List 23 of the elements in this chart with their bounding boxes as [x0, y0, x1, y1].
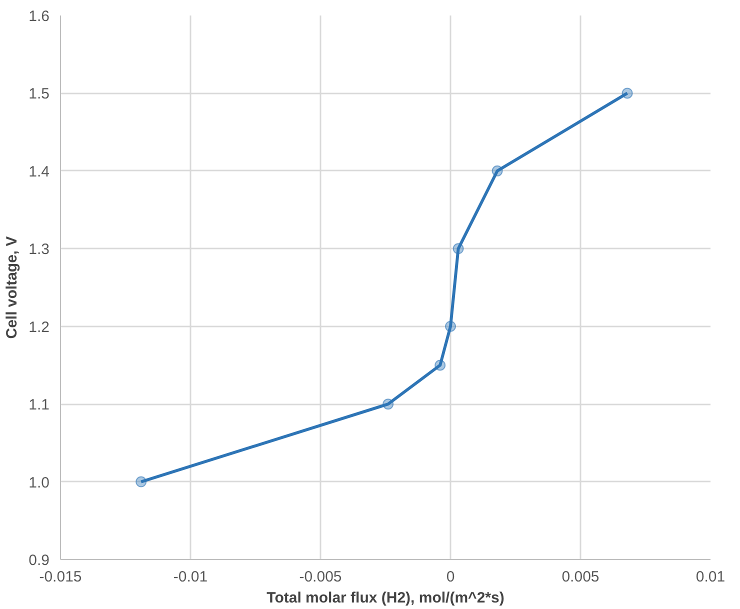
- x-tick-label: 0.01: [696, 568, 726, 586]
- y-tick-label: 1.3: [28, 241, 50, 258]
- y-tick-label: 0.9: [28, 552, 50, 569]
- x-tick-label: 0: [446, 568, 455, 586]
- x-tick-label: -0.005: [299, 568, 342, 586]
- point: [382, 398, 394, 410]
- point: [492, 165, 503, 176]
- y-axis-title: Cell voltage, V: [4, 236, 21, 339]
- y-tick-label: 1.1: [28, 396, 50, 414]
- point: [445, 320, 456, 332]
- x-axis-title: Total molar flux (H2), mol/(m^2*s): [266, 590, 504, 606]
- y-tick-label: 1.2: [28, 318, 50, 336]
- y-tick-label: 1.6: [28, 8, 50, 25]
- x-tick-label: -0.015: [39, 568, 82, 586]
- y-tick-label: 1.0: [28, 474, 50, 492]
- x-tick-label: 0.005: [562, 568, 600, 586]
- y-tick-label: 1.5: [28, 86, 50, 103]
- point: [622, 88, 633, 99]
- point: [136, 476, 147, 488]
- y-tick-label: 1.4: [28, 163, 50, 180]
- x-tick-label: -0.01: [173, 568, 208, 586]
- point: [434, 360, 446, 371]
- point: [452, 243, 464, 254]
